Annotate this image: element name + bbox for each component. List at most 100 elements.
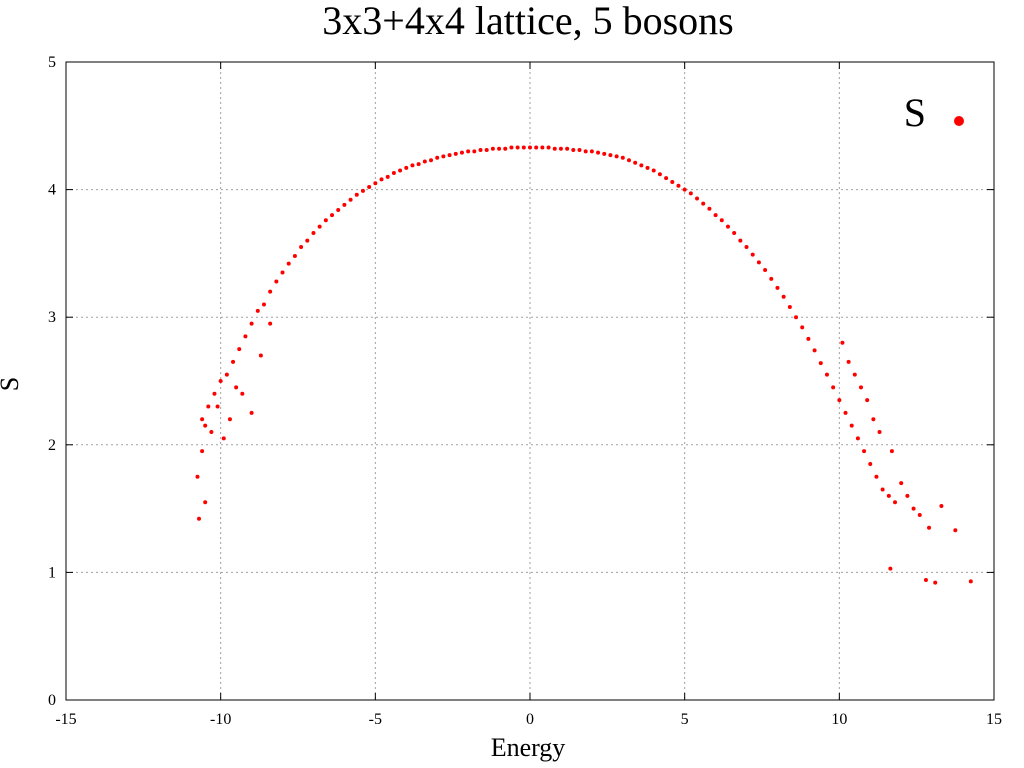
x-axis-label: Energy: [491, 733, 566, 762]
data-point: [255, 308, 260, 313]
data-point: [249, 321, 254, 326]
data-point: [268, 321, 273, 326]
legend-label: S: [904, 90, 926, 135]
data-point: [707, 206, 712, 211]
data-point: [342, 202, 347, 207]
data-point: [299, 245, 304, 250]
data-point: [385, 174, 390, 179]
data-point: [608, 153, 613, 158]
x-tick-labels: -15 -10 -5 0 5 10 15: [55, 711, 1002, 728]
data-point: [682, 187, 687, 192]
data-point: [274, 279, 279, 284]
data-point: [336, 208, 341, 213]
data-point: [651, 168, 656, 173]
data-point: [503, 146, 508, 151]
data-point: [466, 149, 471, 154]
data-point: [837, 398, 842, 403]
y-tick-label: 1: [48, 564, 56, 581]
data-point: [227, 417, 232, 422]
data-point: [818, 361, 823, 366]
data-point: [923, 578, 928, 583]
y-axis-label: S: [0, 377, 24, 391]
data-point: [812, 348, 817, 353]
data-point: [763, 267, 768, 272]
data-point: [379, 177, 384, 182]
data-point: [862, 449, 867, 454]
data-point: [478, 148, 483, 153]
data-point: [968, 579, 973, 584]
data-point: [626, 158, 631, 163]
data-point: [676, 183, 681, 188]
x-tick-label: -5: [369, 711, 382, 728]
data-point: [212, 391, 217, 396]
data-point: [750, 252, 755, 257]
data-point: [732, 230, 737, 235]
data-point: [221, 436, 226, 441]
data-point: [899, 481, 904, 486]
data-point: [261, 302, 266, 307]
data-point: [868, 461, 873, 466]
data-point: [317, 224, 322, 229]
data-point: [373, 181, 378, 186]
data-point: [472, 149, 477, 154]
data-point: [888, 566, 893, 571]
data-point: [200, 449, 205, 454]
data-points: [195, 145, 973, 585]
data-point: [286, 261, 291, 266]
y-tick-labels: 0 1 2 3 4 5: [48, 54, 56, 709]
data-point: [831, 385, 836, 390]
x-tick-label: 0: [526, 711, 534, 728]
data-point: [552, 146, 557, 151]
data-point: [633, 160, 638, 165]
data-point: [311, 230, 316, 235]
data-point: [849, 423, 854, 428]
grid-lines: [66, 62, 994, 700]
data-point: [775, 285, 780, 290]
data-point: [348, 197, 353, 202]
data-point: [794, 315, 799, 320]
data-point: [670, 179, 675, 184]
data-point: [719, 218, 724, 223]
data-point: [203, 423, 208, 428]
data-point: [927, 525, 932, 530]
data-point: [203, 500, 208, 505]
y-tick-label: 5: [48, 54, 56, 71]
data-point: [490, 146, 495, 151]
data-point: [249, 410, 254, 415]
data-point: [824, 372, 829, 377]
x-tick-label: 15: [986, 711, 1002, 728]
data-point: [209, 430, 214, 435]
data-point: [738, 238, 743, 243]
x-tick-label: 10: [831, 711, 847, 728]
data-point: [391, 171, 396, 176]
data-point: [744, 245, 749, 250]
data-point: [231, 359, 236, 364]
data-point: [206, 404, 211, 409]
data-point: [858, 385, 863, 390]
data-point: [360, 188, 365, 193]
data-point: [886, 493, 891, 498]
data-point: [589, 149, 594, 154]
data-point: [645, 165, 650, 170]
data-point: [840, 340, 845, 345]
data-point: [865, 398, 870, 403]
data-point: [441, 154, 446, 159]
x-tick-label: 5: [681, 711, 689, 728]
data-point: [447, 153, 452, 158]
data-point: [404, 165, 409, 170]
data-point: [528, 145, 532, 150]
data-point: [237, 347, 242, 352]
data-point: [953, 528, 958, 533]
data-point: [195, 474, 200, 479]
data-point: [695, 196, 700, 201]
data-point: [224, 372, 229, 377]
data-point: [846, 359, 851, 364]
x-tick-label: -10: [210, 711, 231, 728]
legend-marker: [954, 116, 964, 126]
data-point: [416, 162, 421, 167]
y-tick-label: 3: [48, 309, 56, 326]
data-point: [422, 159, 427, 164]
data-point: [200, 417, 205, 422]
data-point: [243, 334, 248, 339]
data-point: [565, 146, 570, 151]
